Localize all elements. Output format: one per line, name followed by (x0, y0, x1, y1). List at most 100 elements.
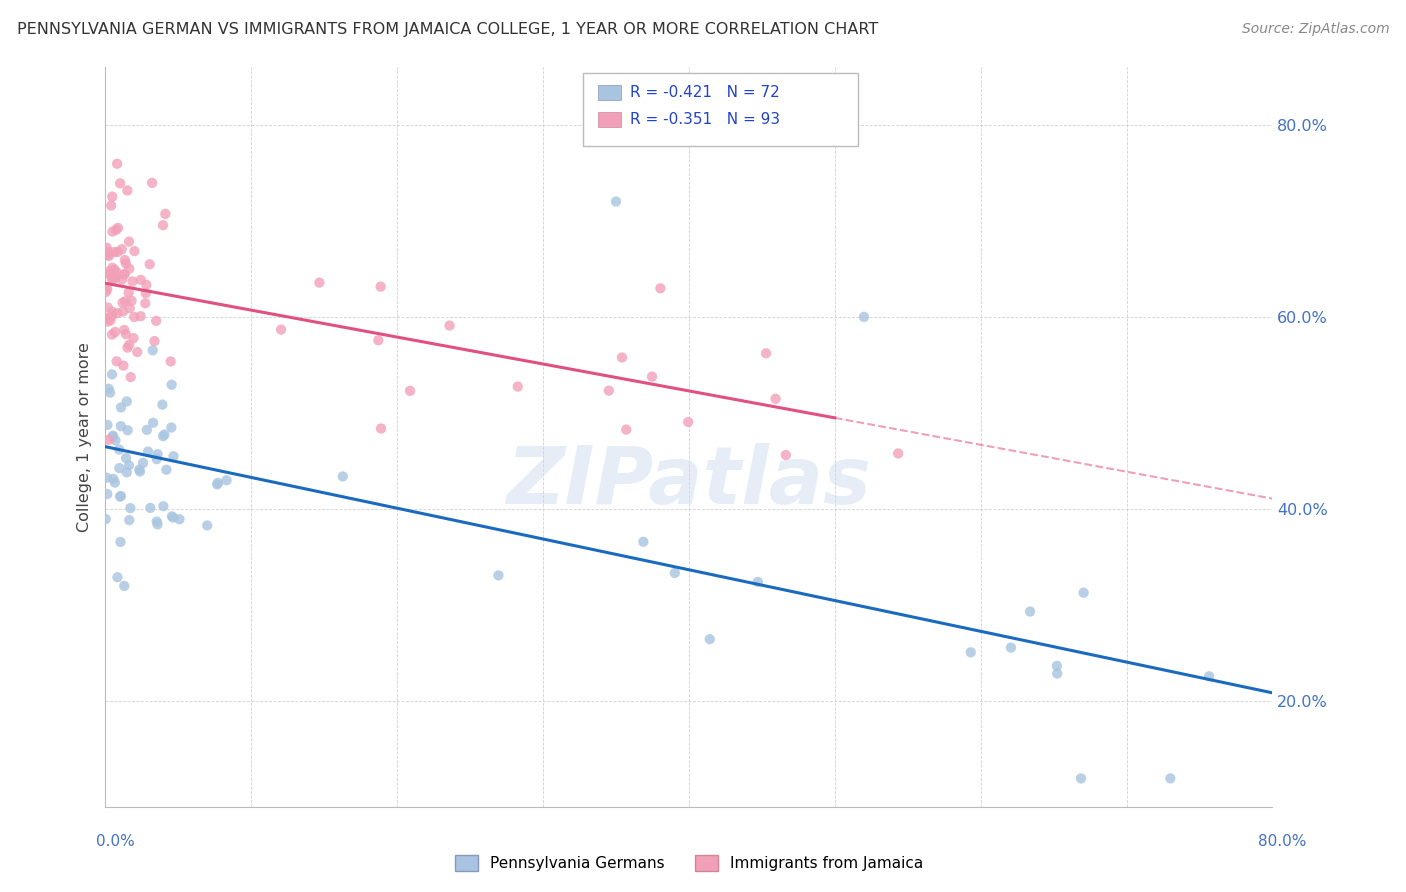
Point (755, 346, 778, 360)
Point (108, 490, 131, 504)
Point (169, 512, 191, 526)
Point (128, 462, 150, 476)
Point (139, 500, 162, 515)
Point (146, 517, 169, 532)
Point (101, 305, 124, 319)
Point (101, 430, 124, 444)
Point (112, 267, 135, 281)
Point (1070, 772, 1092, 786)
Point (1198, 669, 1220, 683)
Point (118, 338, 141, 352)
Point (129, 309, 152, 323)
Point (97, 311, 120, 326)
Point (117, 183, 139, 197)
Point (162, 449, 184, 463)
Point (207, 475, 229, 490)
Point (103, 472, 125, 486)
Point (142, 343, 165, 358)
Point (160, 420, 183, 434)
Point (120, 370, 142, 384)
Point (115, 256, 138, 270)
Point (97, 311, 120, 326)
Point (104, 434, 127, 448)
Point (152, 500, 174, 514)
Point (195, 518, 218, 533)
Point (97, 244, 120, 259)
Point (111, 304, 134, 318)
Point (98, 264, 121, 278)
Point (101, 189, 124, 203)
Point (108, 461, 131, 475)
Point (96, 487, 118, 501)
Point (114, 253, 136, 268)
Point (105, 354, 128, 368)
Point (155, 207, 177, 221)
Point (152, 398, 174, 412)
Point (110, 489, 132, 503)
Point (370, 279, 392, 293)
Point (747, 574, 769, 589)
Point (122, 310, 145, 324)
Point (105, 265, 128, 279)
Point (96, 241, 118, 255)
Point (115, 394, 138, 409)
Point (112, 359, 135, 373)
Point (94, 282, 117, 296)
Point (112, 323, 135, 337)
Text: R = -0.421   N = 72: R = -0.421 N = 72 (630, 86, 780, 100)
Point (135, 277, 157, 292)
Point (110, 401, 132, 415)
Text: 80.0%: 80.0% (1258, 834, 1306, 848)
Text: R = -0.351   N = 93: R = -0.351 N = 93 (630, 112, 780, 127)
Point (138, 257, 160, 271)
Point (633, 534, 655, 549)
Point (97, 314, 120, 328)
Point (155, 463, 177, 477)
Point (104, 270, 127, 285)
Point (96, 471, 118, 485)
Point (104, 244, 127, 259)
Point (308, 276, 330, 290)
Point (97, 301, 120, 315)
Point (598, 384, 620, 398)
Point (162, 510, 184, 524)
Point (610, 351, 633, 365)
Point (97, 248, 120, 262)
Point (129, 273, 152, 287)
Point (887, 446, 910, 460)
Text: Source: ZipAtlas.com: Source: ZipAtlas.com (1241, 22, 1389, 37)
Point (205, 477, 228, 491)
Point (111, 242, 134, 256)
Point (118, 261, 141, 276)
Point (160, 377, 183, 392)
Point (641, 369, 664, 384)
Point (650, 281, 672, 295)
Point (152, 219, 174, 233)
Point (108, 442, 131, 457)
Point (101, 368, 124, 382)
Point (97, 249, 120, 263)
Point (145, 452, 167, 467)
Point (146, 447, 169, 461)
Point (96, 282, 118, 296)
Point (132, 456, 155, 470)
Point (118, 285, 141, 300)
Point (101, 272, 124, 286)
Point (506, 379, 529, 393)
Point (104, 475, 127, 490)
Text: 0.0%: 0.0% (96, 834, 135, 848)
Point (105, 157, 128, 171)
Point (118, 458, 141, 473)
Point (104, 271, 127, 285)
Point (699, 632, 721, 647)
Point (118, 301, 141, 316)
Point (134, 296, 156, 310)
Point (115, 327, 138, 342)
Point (107, 244, 129, 259)
Point (115, 451, 138, 466)
Point (104, 325, 127, 339)
Point (145, 314, 167, 328)
Point (101, 428, 124, 442)
Point (1073, 585, 1095, 599)
Point (121, 274, 143, 288)
